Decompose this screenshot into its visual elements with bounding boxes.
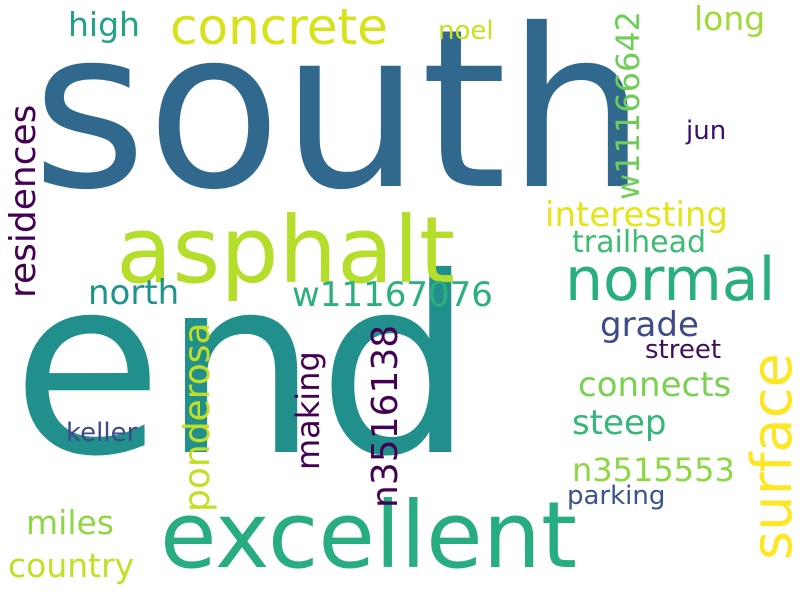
word-n3515553: n3515553 xyxy=(572,451,735,489)
word-noel: noel xyxy=(438,16,494,46)
word-excellent: excellent xyxy=(160,482,578,589)
word-north: north xyxy=(88,273,180,313)
word-normal: normal xyxy=(565,245,776,315)
word-trailhead: trailhead xyxy=(572,225,707,260)
word-concrete: concrete xyxy=(170,0,388,56)
word-ponderosa: ponderosa xyxy=(177,322,218,512)
word-end: end xyxy=(12,225,474,510)
word-w11166642: w11166642 xyxy=(609,10,647,200)
word-surface: surface xyxy=(740,353,800,560)
word-grade: grade xyxy=(600,305,699,345)
word-steep: steep xyxy=(572,403,667,443)
word-south: south xyxy=(32,0,647,238)
word-connects: connects xyxy=(578,365,732,405)
word-w11167076: w11167076 xyxy=(292,275,493,315)
word-jun: jun xyxy=(686,116,727,146)
word-interesting: interesting xyxy=(545,195,729,235)
word-n3516138: n3516138 xyxy=(365,324,406,508)
word-high: high xyxy=(68,5,140,44)
word-residences: residences xyxy=(3,104,44,298)
word-parking: parking xyxy=(567,481,666,511)
word-asphalt: asphalt xyxy=(116,197,456,304)
word-street: street xyxy=(645,335,722,365)
word-miles: miles xyxy=(26,503,114,542)
word-keller: keller xyxy=(66,418,138,448)
word-making: making xyxy=(289,351,327,470)
word-country: country xyxy=(8,546,135,585)
word-long: long xyxy=(694,0,766,38)
